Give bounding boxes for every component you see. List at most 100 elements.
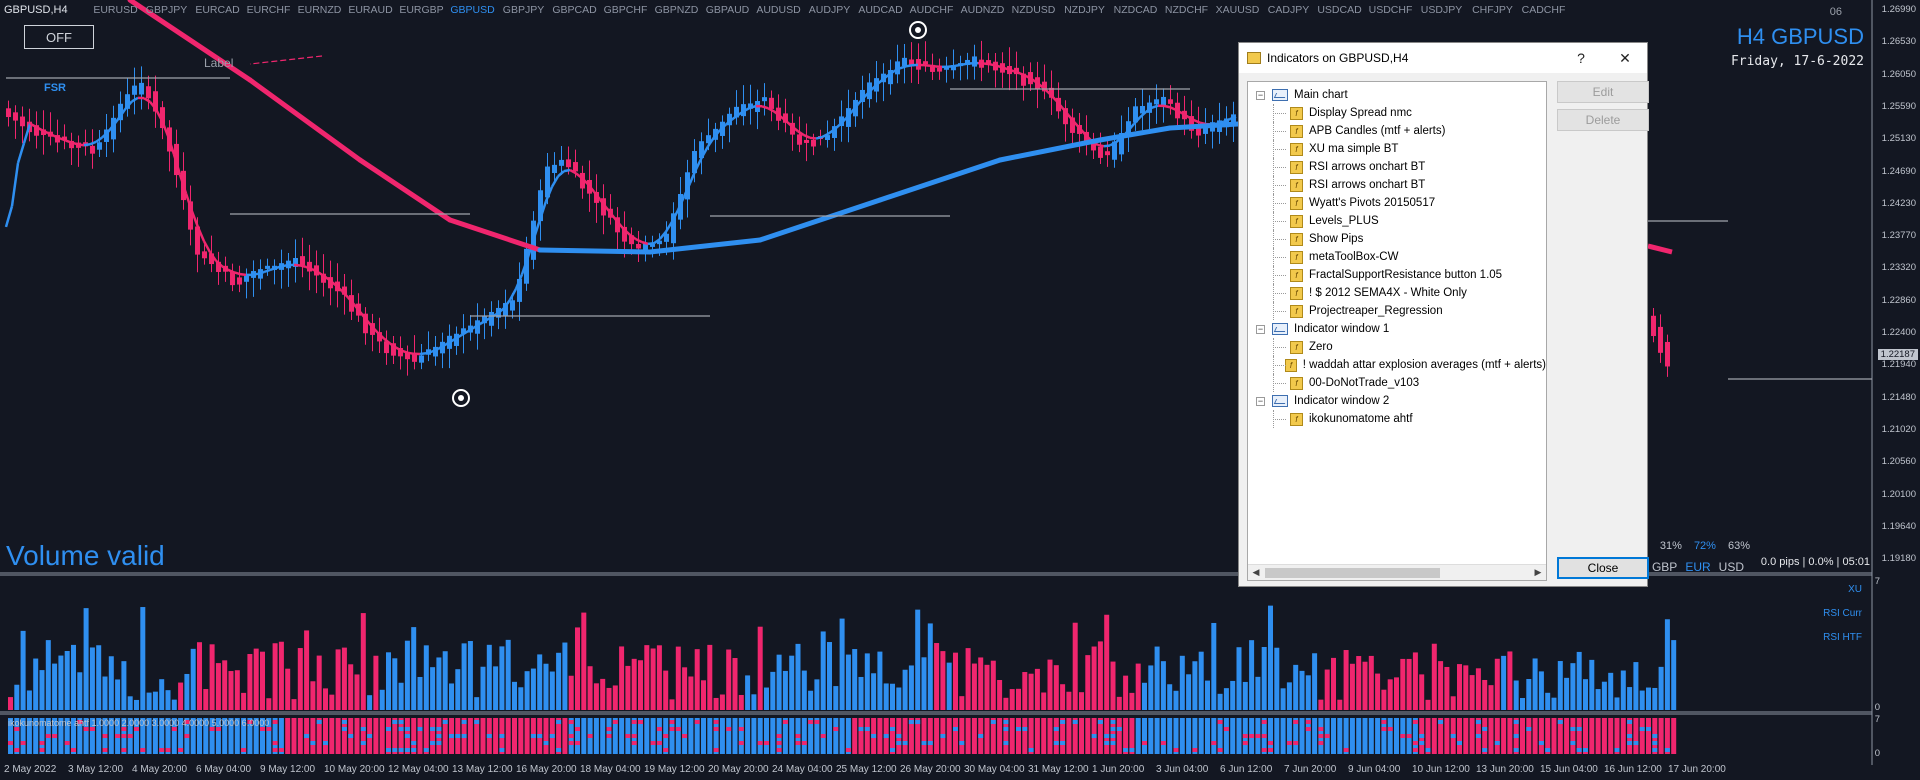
matrix-cell: [764, 741, 769, 745]
symbol-usdjpy[interactable]: USDJPY: [1420, 4, 1463, 16]
symbol-audcad[interactable]: AUDCAD: [858, 4, 903, 16]
symbol-audchf[interactable]: AUDCHF: [909, 4, 954, 16]
scroll-thumb[interactable]: [1265, 567, 1440, 578]
volume-bar: [1110, 661, 1116, 710]
candle-body: [461, 328, 466, 334]
dialog-titlebar[interactable]: Indicators on GBPUSD,H4 ? ✕: [1239, 43, 1647, 73]
symbol-gbpcad[interactable]: GBPCAD: [552, 4, 597, 16]
indicators-tree[interactable]: − Main chart f Display Spread nmc f APB Candl…: [1247, 81, 1547, 581]
off-button[interactable]: OFF: [24, 25, 94, 49]
ma-segment: [797, 130, 805, 137]
matrix-cell: [398, 720, 404, 724]
symbol-gbpjpy[interactable]: GBPJPY: [145, 4, 188, 16]
tree-group-2[interactable]: − Indicator window 2: [1248, 392, 1546, 410]
volume-bar: [1608, 672, 1614, 710]
tree-item[interactable]: f ikokunomatome ahtf: [1248, 410, 1546, 428]
symbol-eurusd[interactable]: EURUSD: [93, 4, 138, 16]
edit-button[interactable]: Edit: [1557, 81, 1649, 103]
matrix-bar: [1211, 718, 1217, 754]
close-x-button[interactable]: ✕: [1619, 49, 1631, 66]
horizontal-scrollbar[interactable]: ◀ ▶: [1248, 564, 1546, 580]
matrix-bar: [1022, 718, 1028, 754]
candle-body: [860, 89, 865, 103]
symbol-usdchf[interactable]: USDCHF: [1368, 4, 1413, 16]
tree-item[interactable]: f Wyatt's Pivots 20150517: [1248, 194, 1546, 212]
tree-item[interactable]: f ! waddah attar explosion averages (mtf …: [1248, 356, 1546, 374]
symbol-audnzd[interactable]: AUDNZD: [960, 4, 1005, 16]
candle-body: [692, 151, 697, 174]
symbol-gbpnzd[interactable]: GBPNZD: [654, 4, 699, 16]
tree-item[interactable]: f Show Pips: [1248, 230, 1546, 248]
tree-item[interactable]: f 00-DoNotTrade_v103: [1248, 374, 1546, 392]
delete-button[interactable]: Delete: [1557, 109, 1649, 131]
symbol-nzdjpy[interactable]: NZDJPY: [1064, 4, 1105, 16]
tree-item[interactable]: f ! $ 2012 SEMA4X - White Only: [1248, 284, 1546, 302]
symbol-gbpaud[interactable]: GBPAUD: [705, 4, 750, 16]
close-button[interactable]: Close: [1557, 557, 1649, 579]
tree-item[interactable]: f RSI arrows onchart BT: [1248, 176, 1546, 194]
tree-item[interactable]: f metaToolBox-CW: [1248, 248, 1546, 266]
volume-bar: [1368, 655, 1374, 710]
matrix-bar: [959, 718, 965, 754]
matrix-cell: [392, 720, 398, 724]
symbol-eurgbp[interactable]: EURGBP: [399, 4, 444, 16]
symbol-audusd[interactable]: AUDUSD: [756, 4, 801, 16]
symbol-gbpchf[interactable]: GBPCHF: [603, 4, 648, 16]
matrix-bar: [146, 718, 152, 754]
tree-group-1[interactable]: − Indicator window 1: [1248, 320, 1546, 338]
matrix-bar: [656, 718, 662, 754]
symbol-eurcad[interactable]: EURCAD: [195, 4, 240, 16]
tree-item[interactable]: f Display Spread nmc: [1248, 104, 1546, 122]
help-button[interactable]: ?: [1577, 50, 1585, 66]
symbol-gbpjpy[interactable]: GBPJPY: [502, 4, 545, 16]
collapse-icon[interactable]: −: [1256, 395, 1265, 406]
symbol-chfjpy[interactable]: CHFJPY: [1472, 4, 1513, 16]
tree-item[interactable]: f XU ma simple BT: [1248, 140, 1546, 158]
pivot-marker: [458, 395, 464, 401]
tree-item[interactable]: f Zero: [1248, 338, 1546, 356]
tree-item[interactable]: f Projectreaper_Regression: [1248, 302, 1546, 320]
symbol-nzdchf[interactable]: NZDCHF: [1164, 4, 1209, 16]
matrix-cell: [1400, 734, 1406, 738]
volume-bar: [1255, 676, 1261, 710]
pct-usd: 63%: [1727, 540, 1750, 552]
matrix-bar: [1079, 718, 1084, 754]
matrix-cell: [430, 741, 436, 745]
matrix-cell: [902, 741, 908, 745]
volume-bar: [675, 646, 681, 710]
tree-item[interactable]: f APB Candles (mtf + alerts): [1248, 122, 1546, 140]
candle-body: [636, 243, 641, 249]
matrix-bar: [1620, 718, 1626, 754]
symbol-xauusd[interactable]: XAUUSD: [1215, 4, 1260, 16]
volume-bar: [827, 642, 832, 710]
symbol-nzdcad[interactable]: NZDCAD: [1113, 4, 1158, 16]
symbol-eurchf[interactable]: EURCHF: [246, 4, 291, 16]
volume-bar: [1469, 675, 1475, 710]
symbol-usdcad[interactable]: USDCAD: [1317, 4, 1362, 16]
volume-bar: [1526, 678, 1532, 710]
scroll-left-icon[interactable]: ◀: [1252, 567, 1260, 577]
symbol-eurnzd[interactable]: EURNZD: [297, 4, 342, 16]
symbol-audjpy[interactable]: AUDJPY: [808, 4, 851, 16]
matrix-cell: [606, 727, 612, 731]
matrix-cell: [883, 734, 889, 738]
tree-item[interactable]: f Levels_PLUS: [1248, 212, 1546, 230]
symbol-gbpusd[interactable]: GBPUSD: [450, 4, 495, 16]
ma-segment: [1181, 112, 1189, 118]
collapse-icon[interactable]: −: [1256, 323, 1265, 334]
collapse-icon[interactable]: −: [1256, 89, 1265, 100]
tree-item[interactable]: f RSI arrows onchart BT: [1248, 158, 1546, 176]
symbol-cadchf[interactable]: CADCHF: [1521, 4, 1566, 16]
ma-segment: [731, 114, 739, 121]
matrix-bar: [908, 718, 914, 754]
scroll-right-icon[interactable]: ▶: [1534, 567, 1542, 577]
symbol-euraud[interactable]: EURAUD: [348, 4, 393, 16]
indicator-icon: f: [1290, 304, 1303, 318]
volume-bar: [858, 676, 864, 710]
tree-item[interactable]: f FractalSupportResistance button 1.05: [1248, 266, 1546, 284]
tree-group-0[interactable]: − Main chart: [1248, 86, 1546, 104]
symbol-nzdusd[interactable]: NZDUSD: [1011, 4, 1056, 16]
symbol-cadjpy[interactable]: CADJPY: [1267, 4, 1310, 16]
